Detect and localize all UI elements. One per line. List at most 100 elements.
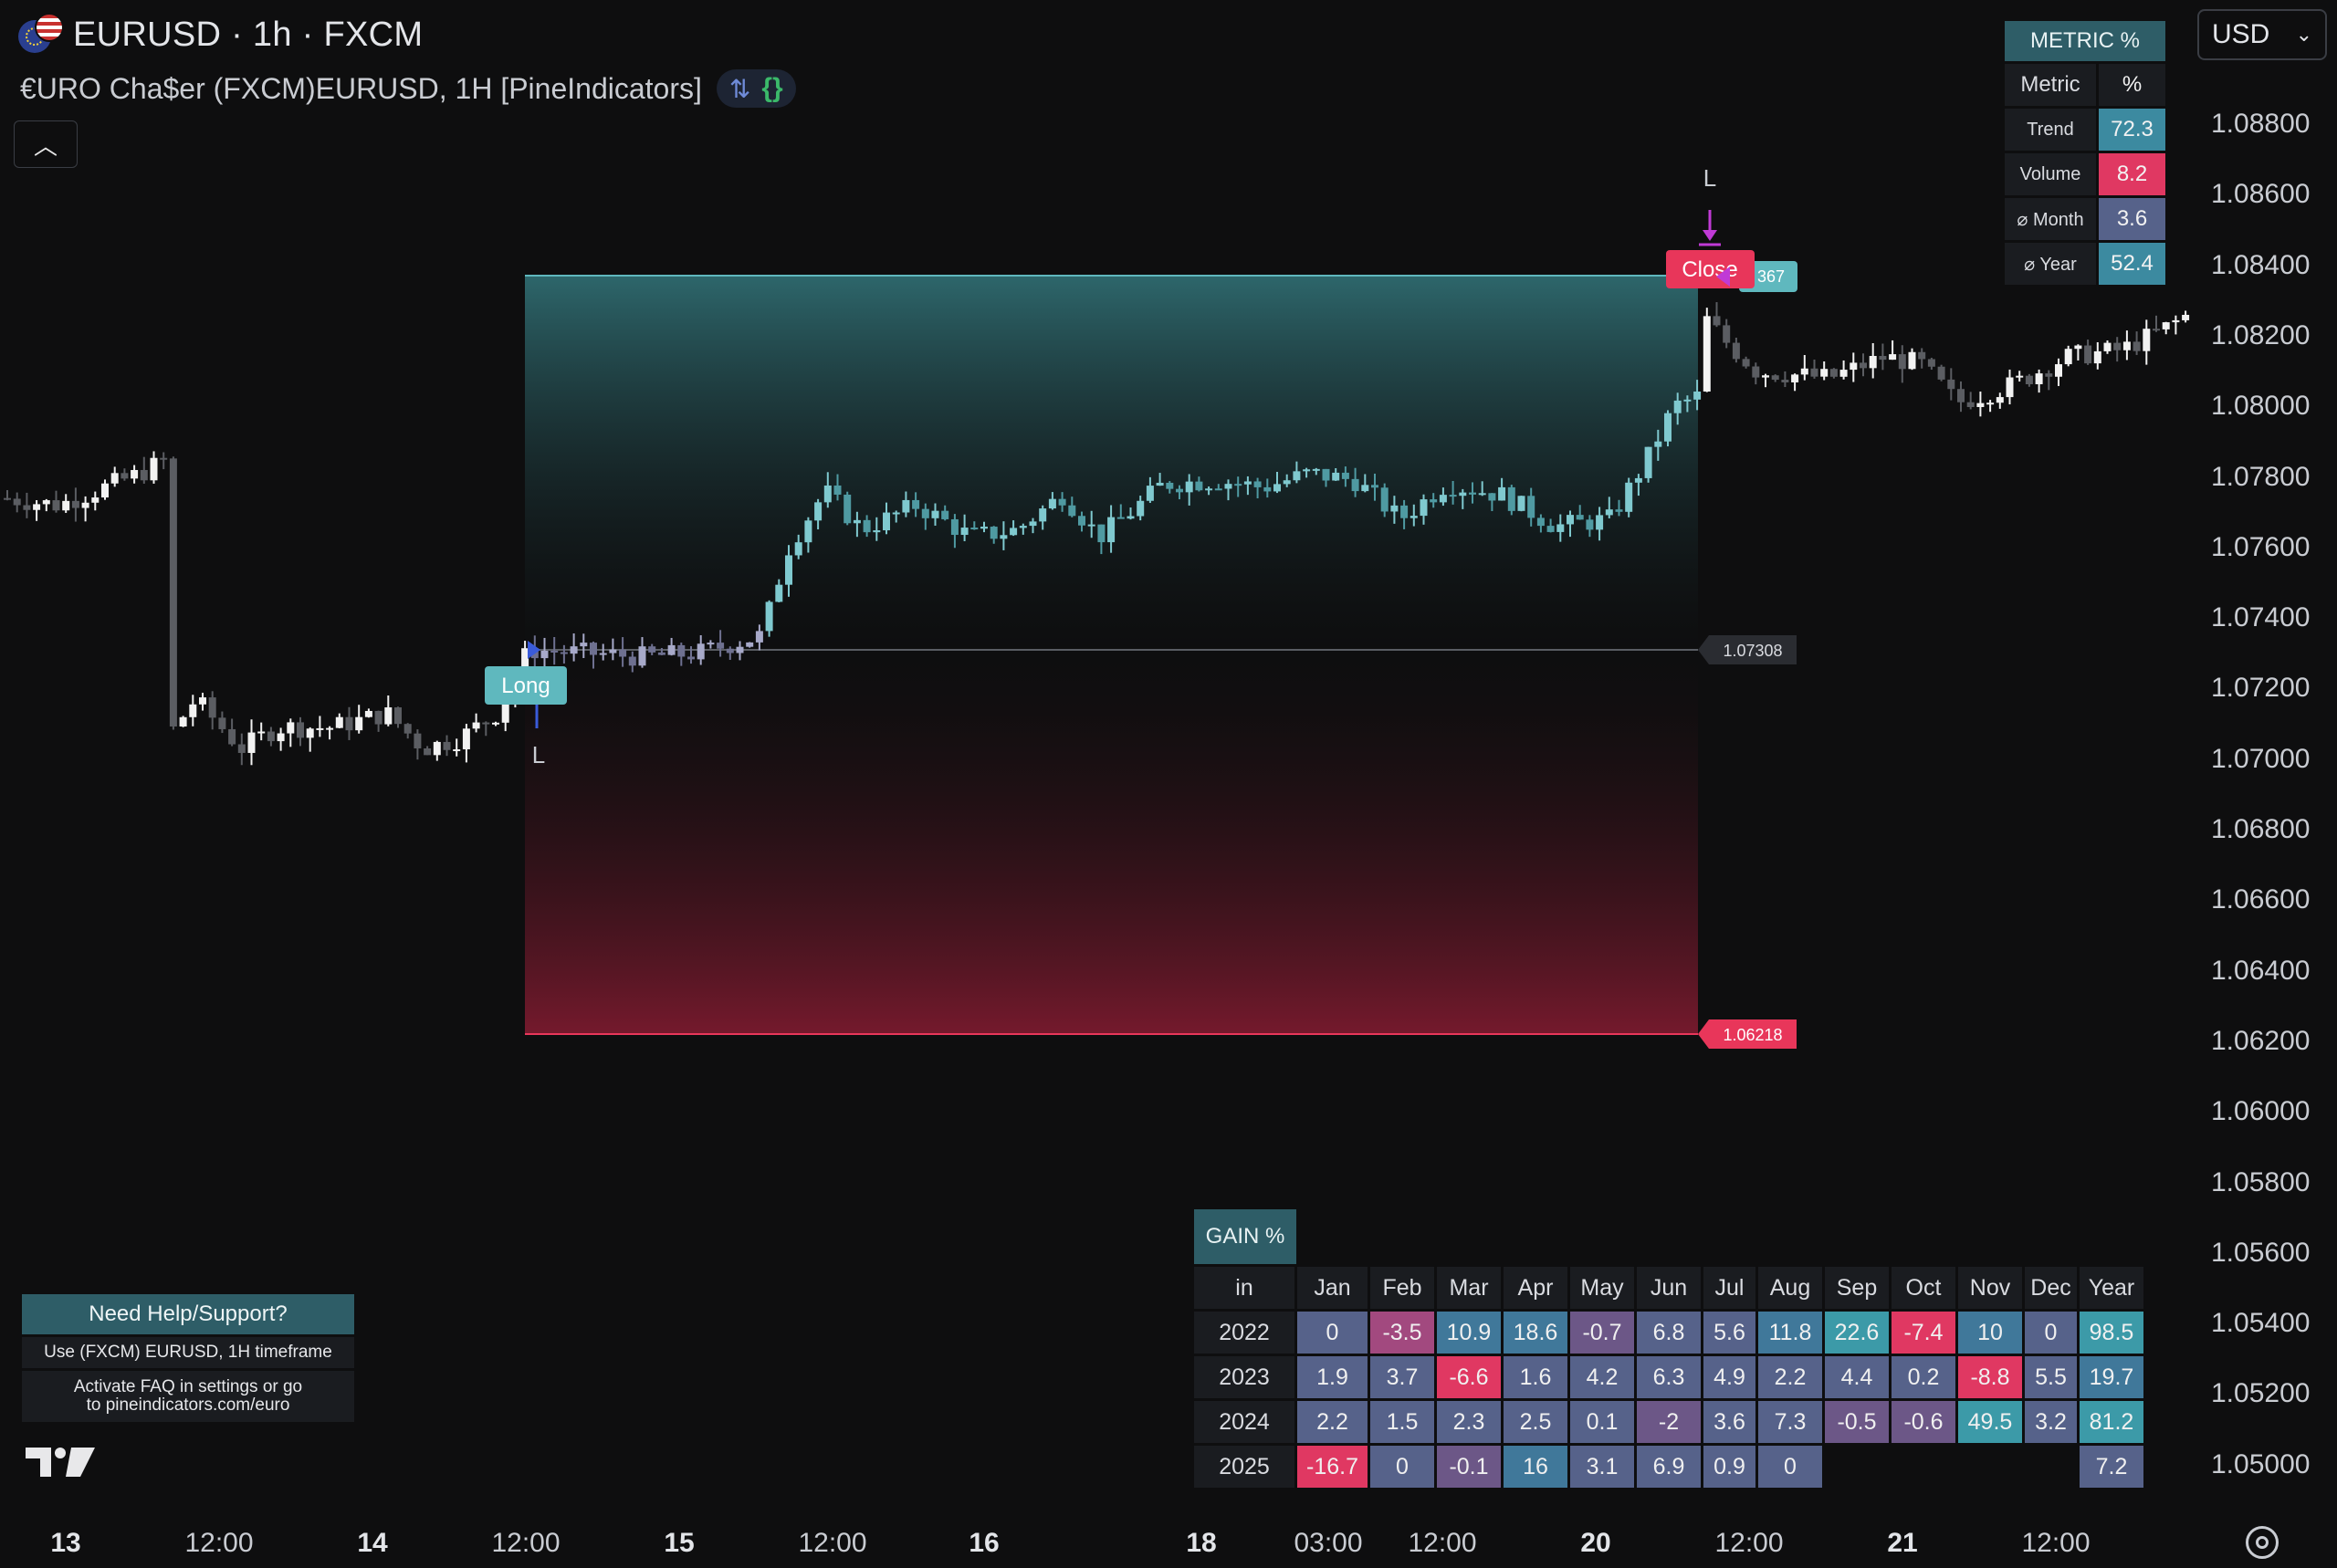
candle-body xyxy=(1205,488,1213,491)
candle-body xyxy=(1829,369,1838,377)
gain-year-cell: 2024 xyxy=(1194,1401,1294,1443)
candle-body xyxy=(1771,375,1779,381)
candle-body xyxy=(81,502,89,508)
candle-body xyxy=(2016,375,2024,378)
gain-cell: 10 xyxy=(1958,1312,2022,1354)
metric-header-label: Metric xyxy=(2005,64,2096,106)
candle-body xyxy=(1644,446,1652,478)
indicator-title[interactable]: €URO Cha$er (FXCM)EURUSD, 1H [PineIndica… xyxy=(20,71,702,105)
time-tick: 12:00 xyxy=(798,1528,867,1558)
candle-body xyxy=(1019,526,1027,528)
help-line-2: Activate FAQ in settings or go to pinein… xyxy=(22,1371,354,1422)
candle-body xyxy=(657,652,665,655)
gain-cell: -3.5 xyxy=(1370,1312,1434,1354)
candle-body xyxy=(403,724,412,734)
candle-body xyxy=(804,520,812,543)
candle-body xyxy=(823,485,832,503)
price-tick: 1.06200 xyxy=(2211,1025,2311,1056)
candle-body xyxy=(560,652,568,654)
candle-body xyxy=(1898,354,1906,370)
candle-body xyxy=(257,731,266,734)
metric-row: ⌀ Month 3.6 xyxy=(2005,198,2165,240)
candle-body xyxy=(1879,356,1887,361)
currency-select[interactable]: USD ⌄ xyxy=(2197,9,2327,60)
candle-body xyxy=(844,494,852,524)
gain-cell: 0.9 xyxy=(1703,1446,1755,1488)
candle-body xyxy=(267,731,275,742)
gain-cell: 98.5 xyxy=(2080,1312,2143,1354)
gain-cell: 0.1 xyxy=(1570,1401,1634,1443)
candle-body xyxy=(169,458,177,727)
price-tick: 1.05400 xyxy=(2211,1308,2311,1339)
gain-cell: -0.5 xyxy=(1825,1401,1889,1443)
symbol-header[interactable]: EURUSD · 1h · FXCM xyxy=(18,13,423,57)
candle-body xyxy=(873,530,881,533)
gain-cell: 0 xyxy=(2025,1312,2077,1354)
candle-body xyxy=(1058,498,1066,506)
gain-cell: 0.2 xyxy=(1892,1356,1955,1398)
collapse-button[interactable]: ︿ xyxy=(14,120,78,168)
candle-body xyxy=(1810,368,1818,377)
candle-body xyxy=(697,643,705,660)
candle-body xyxy=(1000,535,1008,539)
indicator-status-pill[interactable]: ⇅ {} xyxy=(716,69,796,108)
time-tick: 14 xyxy=(357,1528,388,1558)
candle-body xyxy=(755,631,763,643)
candle-body xyxy=(980,527,988,529)
indicator-legend[interactable]: €URO Cha$er (FXCM)EURUSD, 1H [PineIndica… xyxy=(20,69,796,108)
price-tick: 1.07400 xyxy=(2211,602,2311,633)
gain-header-cell: May xyxy=(1570,1267,1634,1309)
candle-body xyxy=(1693,392,1702,400)
candle-body xyxy=(1576,515,1584,520)
candle-body xyxy=(1976,402,1985,407)
chevron-up-icon: ︿ xyxy=(33,131,58,160)
candle-body xyxy=(237,744,246,753)
candle-body xyxy=(306,728,314,738)
metric-label: ⌀ Year xyxy=(2005,243,2096,285)
candle-body xyxy=(2064,349,2072,365)
candle-body xyxy=(540,650,549,659)
candle-body xyxy=(1146,486,1154,501)
gain-cell: 3.7 xyxy=(1370,1356,1434,1398)
candle-body xyxy=(355,716,363,731)
candle-body xyxy=(1176,488,1183,493)
svg-text:1.07308: 1.07308 xyxy=(1723,642,1782,660)
candle-body xyxy=(1664,413,1672,442)
candle-body xyxy=(1469,492,1476,495)
candle-body xyxy=(1713,316,1721,326)
gain-cell: 22.6 xyxy=(1825,1312,1889,1354)
candle-body xyxy=(287,722,295,734)
symbol-title[interactable]: EURUSD · 1h · FXCM xyxy=(73,15,424,54)
stop-zone xyxy=(525,650,1698,1034)
candle-body xyxy=(1371,485,1378,488)
candle-body xyxy=(2074,345,2082,350)
time-tick: 12:00 xyxy=(1408,1528,1477,1558)
candle-body xyxy=(990,527,998,539)
metric-value: 3.6 xyxy=(2099,198,2165,240)
gain-cell: -6.6 xyxy=(1437,1356,1501,1398)
gain-cell: 0 xyxy=(1370,1446,1434,1488)
candle-body xyxy=(1791,374,1799,382)
candle-body xyxy=(863,519,871,533)
candle-body xyxy=(1430,499,1438,503)
gain-cell xyxy=(1825,1446,1889,1488)
candle-body xyxy=(247,732,256,753)
gain-cell: 0 xyxy=(1297,1312,1368,1354)
gear-icon[interactable] xyxy=(2246,1526,2279,1559)
candle-body xyxy=(1781,380,1789,382)
candle-body xyxy=(110,473,119,484)
candle-body xyxy=(1605,509,1613,516)
tradingview-logo[interactable] xyxy=(26,1444,95,1480)
gain-header-cell: Oct xyxy=(1892,1267,1955,1309)
gain-table: GAIN % in Jan Feb Mar Apr May Jun Jul Aug Sep Oct N… xyxy=(1194,1209,2146,1490)
gain-header-cell: Mar xyxy=(1437,1267,1501,1309)
candle-body xyxy=(414,733,422,748)
price-tick: 1.08200 xyxy=(2211,319,2311,350)
price-tick: 1.05600 xyxy=(2211,1237,2311,1268)
candle-body xyxy=(1723,325,1731,343)
candle-body xyxy=(1029,521,1037,527)
gain-cell: -2 xyxy=(1637,1401,1701,1443)
candle-body xyxy=(228,728,236,745)
candle-body xyxy=(335,716,343,728)
